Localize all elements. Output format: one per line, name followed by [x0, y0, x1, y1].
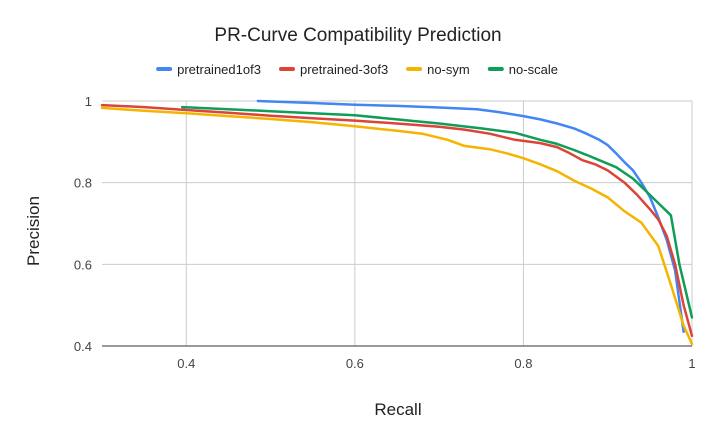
- legend: pretrained1of3 pretrained-3of3 no-sym no-sc…: [156, 62, 558, 77]
- legend-item: no-scale: [487, 62, 558, 77]
- chart-title: PR-Curve Compatibility Prediction: [214, 25, 501, 46]
- legend-label: pretrained-3of3: [300, 62, 388, 77]
- series-lines: [100, 99, 694, 346]
- legend-item: no-sym: [406, 62, 470, 77]
- legend-item: pretrained-3of3: [279, 62, 388, 77]
- series-line-pretrained-3of3: [100, 103, 694, 338]
- series-line-no-scale: [180, 105, 694, 319]
- x-tick-label: 0.8: [514, 356, 532, 371]
- y-tick-label: 0.8: [74, 176, 92, 191]
- x-tick-label: 0.6: [346, 356, 364, 371]
- y-tick-label: 1: [85, 94, 92, 109]
- series-line-pretrained1of3: [256, 99, 685, 333]
- series-line-no-sym: [100, 106, 694, 346]
- legend-label: no-scale: [509, 62, 558, 77]
- x-tick-label: 0.4: [177, 356, 195, 371]
- legend-label: pretrained1of3: [177, 62, 261, 77]
- grid-lines: [102, 100, 693, 347]
- y-axis-label: Precision: [24, 196, 43, 266]
- x-tick-label: 1: [688, 356, 695, 371]
- y-tick-label: 0.4: [74, 339, 92, 354]
- legend-label: no-sym: [427, 62, 470, 77]
- y-axis-ticks: 0.4 0.6 0.8 1: [74, 94, 92, 354]
- x-axis-ticks: 0.4 0.6 0.8 1: [177, 356, 695, 371]
- x-axis-label: Recall: [374, 400, 421, 419]
- legend-item: pretrained1of3: [156, 62, 261, 77]
- y-tick-label: 0.6: [74, 257, 92, 272]
